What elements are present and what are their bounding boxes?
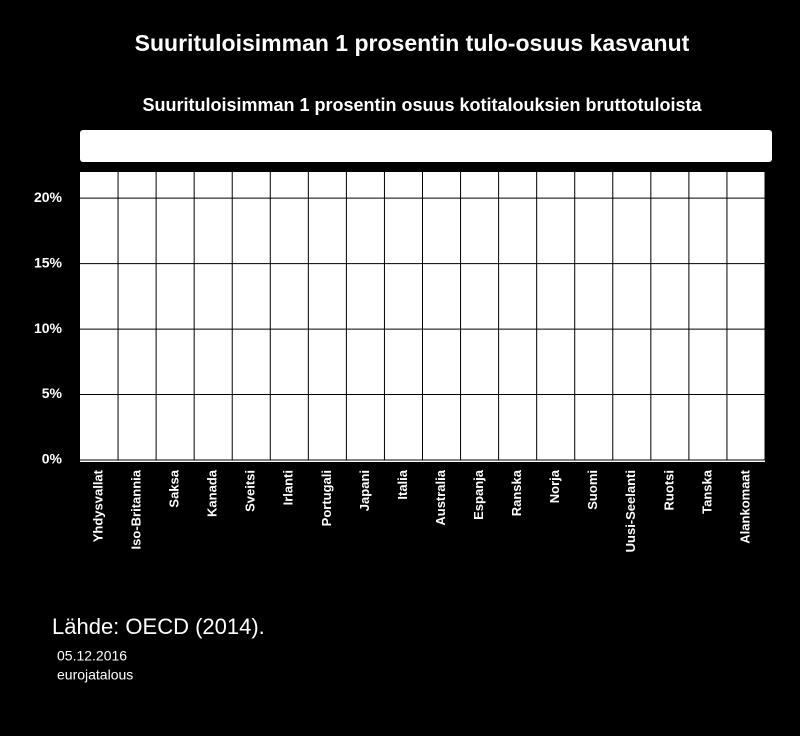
x-tick-label: Tanska xyxy=(699,469,714,514)
x-tick-label: Norja xyxy=(547,469,562,503)
bar xyxy=(580,361,608,460)
y-tick-label: 5% xyxy=(42,385,63,401)
legend-box xyxy=(80,130,772,162)
bar xyxy=(542,357,570,460)
bar xyxy=(428,342,455,460)
bar xyxy=(161,316,189,460)
bar xyxy=(732,377,760,460)
date: 05.12.2016 xyxy=(57,648,127,664)
chart-subtitle: Suurituloisimman 1 prosentin osuus kotit… xyxy=(142,95,702,115)
x-tick-label: Portugali xyxy=(319,470,334,526)
x-tick-label: Suomi xyxy=(585,470,600,510)
x-tick-label: Italia xyxy=(395,469,410,499)
bar xyxy=(123,289,151,460)
bar xyxy=(275,322,303,460)
x-tick-label: Saksa xyxy=(167,469,182,507)
y-tick-label: 0% xyxy=(42,451,63,467)
bar xyxy=(466,355,493,460)
y-tick-label: 10% xyxy=(34,320,63,336)
x-tick-label: Uusi-Seelanti xyxy=(623,470,638,552)
x-tick-label: Ranska xyxy=(509,469,524,516)
x-tick-label: Sveitsi xyxy=(243,470,258,512)
bar xyxy=(314,331,341,460)
x-tick-label: Alankomaat xyxy=(737,469,752,543)
bar xyxy=(352,335,379,460)
x-tick-label: Australia xyxy=(433,469,448,525)
publisher: eurojatalous xyxy=(57,667,133,683)
bar xyxy=(656,367,684,460)
x-tick-label: Irlanti xyxy=(281,470,296,505)
bar xyxy=(199,302,227,460)
x-tick-label: Kanada xyxy=(205,469,220,517)
y-tick-label: 15% xyxy=(34,254,63,270)
bar xyxy=(504,355,531,460)
x-tick-label: Japani xyxy=(357,470,372,511)
x-tick-label: Ruotsi xyxy=(661,470,676,510)
y-tick-label: 20% xyxy=(34,189,63,205)
bar xyxy=(618,363,646,460)
chart-title: Suurituloisimman 1 prosentin tulo-osuus … xyxy=(135,30,690,56)
x-tick-label: Iso-Britannia xyxy=(129,469,144,549)
source: Lähde: OECD (2014). xyxy=(52,614,265,639)
x-tick-label: Yhdysvallat xyxy=(90,469,105,542)
bar xyxy=(694,376,722,460)
x-tick-label: Espanja xyxy=(471,469,486,520)
bar xyxy=(390,336,417,460)
bar xyxy=(237,322,265,460)
